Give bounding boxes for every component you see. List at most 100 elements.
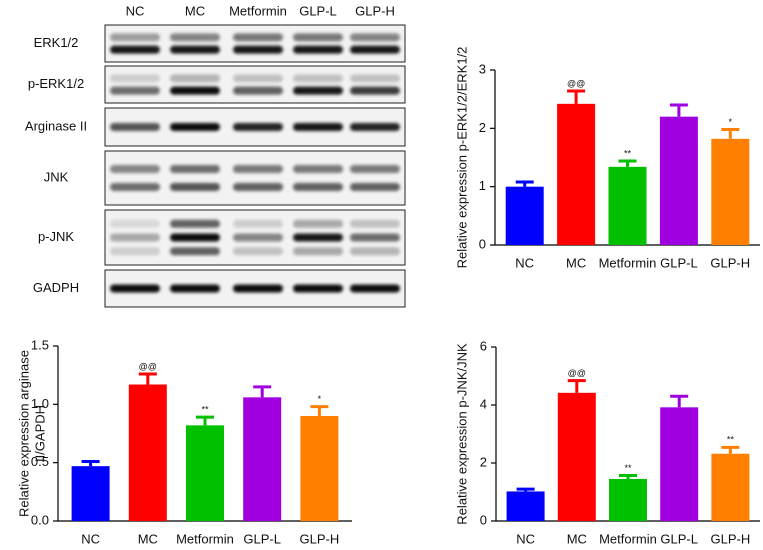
blot-band [170,86,220,95]
x-tick-label: GLP-H [711,531,751,546]
y-tick-label: 0.5 [31,454,49,469]
bar [71,466,110,521]
blot-panel [104,150,406,206]
x-tick-label: NC [81,531,100,546]
y-tick-label: 1.0 [31,396,49,411]
blot-band [170,74,220,83]
blot-band [233,33,283,42]
y-axis-label: II/GAPDH [32,405,47,462]
bar [300,416,339,521]
bar [128,384,167,521]
x-tick-label: GLP-H [300,531,340,546]
y-tick-label: 1.5 [31,337,49,352]
y-tick-label: 0 [480,512,487,527]
y-axis-label: Relative expression arginase [16,350,31,517]
x-tick-label: GLP-H [710,255,750,270]
blot-band [233,123,283,131]
blot-band [170,219,220,228]
x-tick-label: NC [516,531,535,546]
x-tick-label: GLP-L [243,531,281,546]
blot-band [293,74,343,83]
blot-band [233,165,283,173]
blot-band [110,233,160,242]
significance-label: @@ [139,361,157,371]
blot-band [233,284,283,293]
blot-band [350,284,400,293]
bar [557,392,596,521]
blot-band [350,183,400,191]
x-tick-label: GLP-L [660,531,698,546]
bar [505,186,544,245]
bar [557,103,596,245]
x-tick-label: Metformin [599,255,657,270]
blot-band [170,45,220,54]
significance-label: ** [201,405,209,415]
blot-band [170,165,220,173]
blot-panel [104,24,406,63]
blot-band [293,165,343,173]
row-label: GADPH [33,280,79,295]
blot-band [110,284,160,293]
y-axis-label: Relative expression p-ERK1/2/ERK1/2 [454,47,469,269]
blot-band [170,33,220,42]
bar [711,453,750,521]
blot-band [293,33,343,42]
lane-label: Metformin [229,3,287,18]
blot-band [350,33,400,42]
blot-band [350,45,400,54]
bar [659,116,698,246]
x-tick-label: GLP-L [660,255,698,270]
blot-band [233,86,283,95]
blot-band [233,183,283,191]
x-tick-label: MC [567,531,587,546]
row-label: ERK1/2 [34,35,79,50]
blot-band [293,86,343,95]
row-label: p-JNK [38,229,74,244]
bar [506,491,545,521]
significance-label: * [729,117,733,127]
blot-band [233,219,283,228]
row-label: Arginase II [25,118,87,133]
blot-band [233,74,283,83]
blot-band [350,247,400,256]
blot-band [293,183,343,191]
blot-band [293,247,343,256]
blot-band [110,86,160,95]
blot-band [350,219,400,228]
bar [660,407,699,521]
significance-label: @@ [567,78,585,88]
lane-label: MC [185,3,205,18]
y-tick-label: 0.0 [31,512,49,527]
blot-band [350,123,400,131]
blot-band [110,247,160,256]
blot-band [110,219,160,228]
blot-band [233,247,283,256]
blot-band [110,123,160,131]
blot-band [350,233,400,242]
y-tick-label: 6 [480,338,487,353]
bar [243,397,282,521]
blot-band [170,123,220,131]
y-tick-label: 0 [479,236,486,251]
blot-band [293,45,343,54]
bar [608,166,647,245]
blot-band [170,183,220,191]
y-tick-label: 1 [479,178,486,193]
bar [186,425,224,521]
x-tick-label: NC [515,255,534,270]
blot-band [110,183,160,191]
bar [711,138,750,245]
blot-band [350,165,400,173]
x-tick-label: MC [138,531,158,546]
blot-band [110,165,160,173]
significance-label: @@ [568,368,586,378]
blot-band [293,219,343,228]
blot-panel [104,65,406,104]
blot-band [110,33,160,42]
blot-band [293,123,343,131]
lane-label: GLP-L [299,3,337,18]
blot-band [233,233,283,242]
blot-band [110,45,160,54]
y-tick-label: 4 [480,396,487,411]
